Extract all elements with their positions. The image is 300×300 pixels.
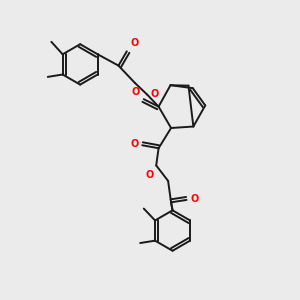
Text: O: O xyxy=(146,169,154,180)
Text: O: O xyxy=(130,139,139,149)
Text: O: O xyxy=(130,38,139,48)
Text: O: O xyxy=(132,87,140,97)
Text: O: O xyxy=(190,194,198,204)
Text: O: O xyxy=(151,89,159,99)
